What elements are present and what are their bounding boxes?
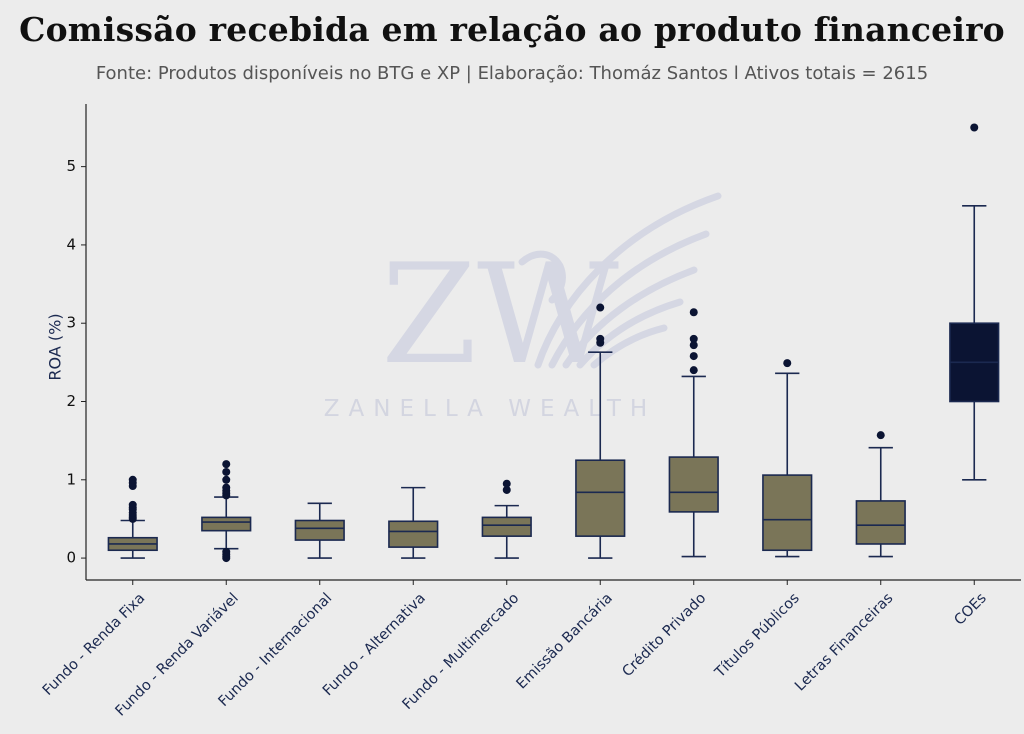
outlier-point bbox=[689, 308, 698, 317]
x-tick-label: Emissão Bancária bbox=[514, 590, 616, 692]
watermark-letters: ZW bbox=[381, 234, 619, 395]
box-iqr bbox=[201, 516, 252, 532]
box-6 bbox=[575, 303, 626, 559]
watermark: ZW ZANELLA WEALTH bbox=[324, 192, 722, 422]
outlier-point bbox=[970, 123, 979, 132]
y-tick-label: 1 bbox=[66, 470, 76, 488]
outlier-point bbox=[128, 500, 137, 509]
outlier-point bbox=[596, 303, 605, 312]
box-iqr bbox=[762, 474, 813, 552]
outlier-point bbox=[596, 334, 605, 343]
box-5 bbox=[481, 479, 532, 559]
outlier-point bbox=[689, 334, 698, 343]
chart-subtitle: Fonte: Produtos disponíveis no BTG e XP … bbox=[95, 63, 929, 84]
outlier-point bbox=[222, 475, 231, 484]
watermark-wing-icon bbox=[518, 192, 722, 369]
box-7 bbox=[668, 308, 719, 558]
x-tick-label: Letras Financeiras bbox=[792, 590, 896, 694]
outlier-point bbox=[128, 475, 137, 484]
outlier-point bbox=[222, 483, 231, 492]
outlier-point bbox=[222, 460, 231, 469]
box-iqr bbox=[481, 516, 532, 537]
box-8 bbox=[762, 359, 813, 558]
outlier-point bbox=[689, 352, 698, 361]
box-iqr bbox=[668, 456, 719, 513]
x-tick-label: Fundo - Renda Fixa bbox=[40, 590, 149, 699]
outlier-point bbox=[783, 359, 792, 368]
box-iqr bbox=[575, 459, 626, 537]
box-iqr bbox=[855, 500, 906, 545]
y-tick-label: 2 bbox=[66, 392, 76, 410]
outlier-point bbox=[222, 467, 231, 476]
x-tick-label: Títulos Públicos bbox=[712, 590, 803, 681]
y-axis-title: ROA (%) bbox=[46, 313, 65, 380]
box-10 bbox=[949, 123, 1000, 481]
y-tick-label: 5 bbox=[66, 157, 76, 175]
outlier-point bbox=[689, 366, 698, 375]
y-tick-label: 4 bbox=[66, 235, 76, 253]
y-tick-label: 0 bbox=[66, 549, 76, 567]
outlier-point bbox=[689, 341, 698, 350]
box-2 bbox=[201, 460, 252, 563]
box-iqr bbox=[388, 520, 439, 548]
box-4 bbox=[388, 486, 439, 559]
outlier-point bbox=[502, 485, 511, 494]
box-1 bbox=[107, 475, 158, 559]
outlier-point bbox=[502, 479, 511, 488]
chart-title: Comissão recebida em relação ao produto … bbox=[19, 10, 1005, 49]
box-iqr bbox=[294, 519, 345, 541]
box-3 bbox=[294, 502, 345, 559]
outlier-point bbox=[876, 431, 885, 440]
x-tick-label: COEs bbox=[951, 590, 989, 628]
watermark-text: ZANELLA WEALTH bbox=[324, 396, 656, 422]
x-tick-label: Fundo - Alternativa bbox=[320, 590, 429, 699]
box-9 bbox=[855, 431, 906, 558]
boxes bbox=[107, 123, 1000, 563]
outlier-point bbox=[222, 547, 231, 556]
y-tick-label: 3 bbox=[66, 314, 76, 332]
x-tick-label: Crédito Privado bbox=[619, 590, 709, 680]
